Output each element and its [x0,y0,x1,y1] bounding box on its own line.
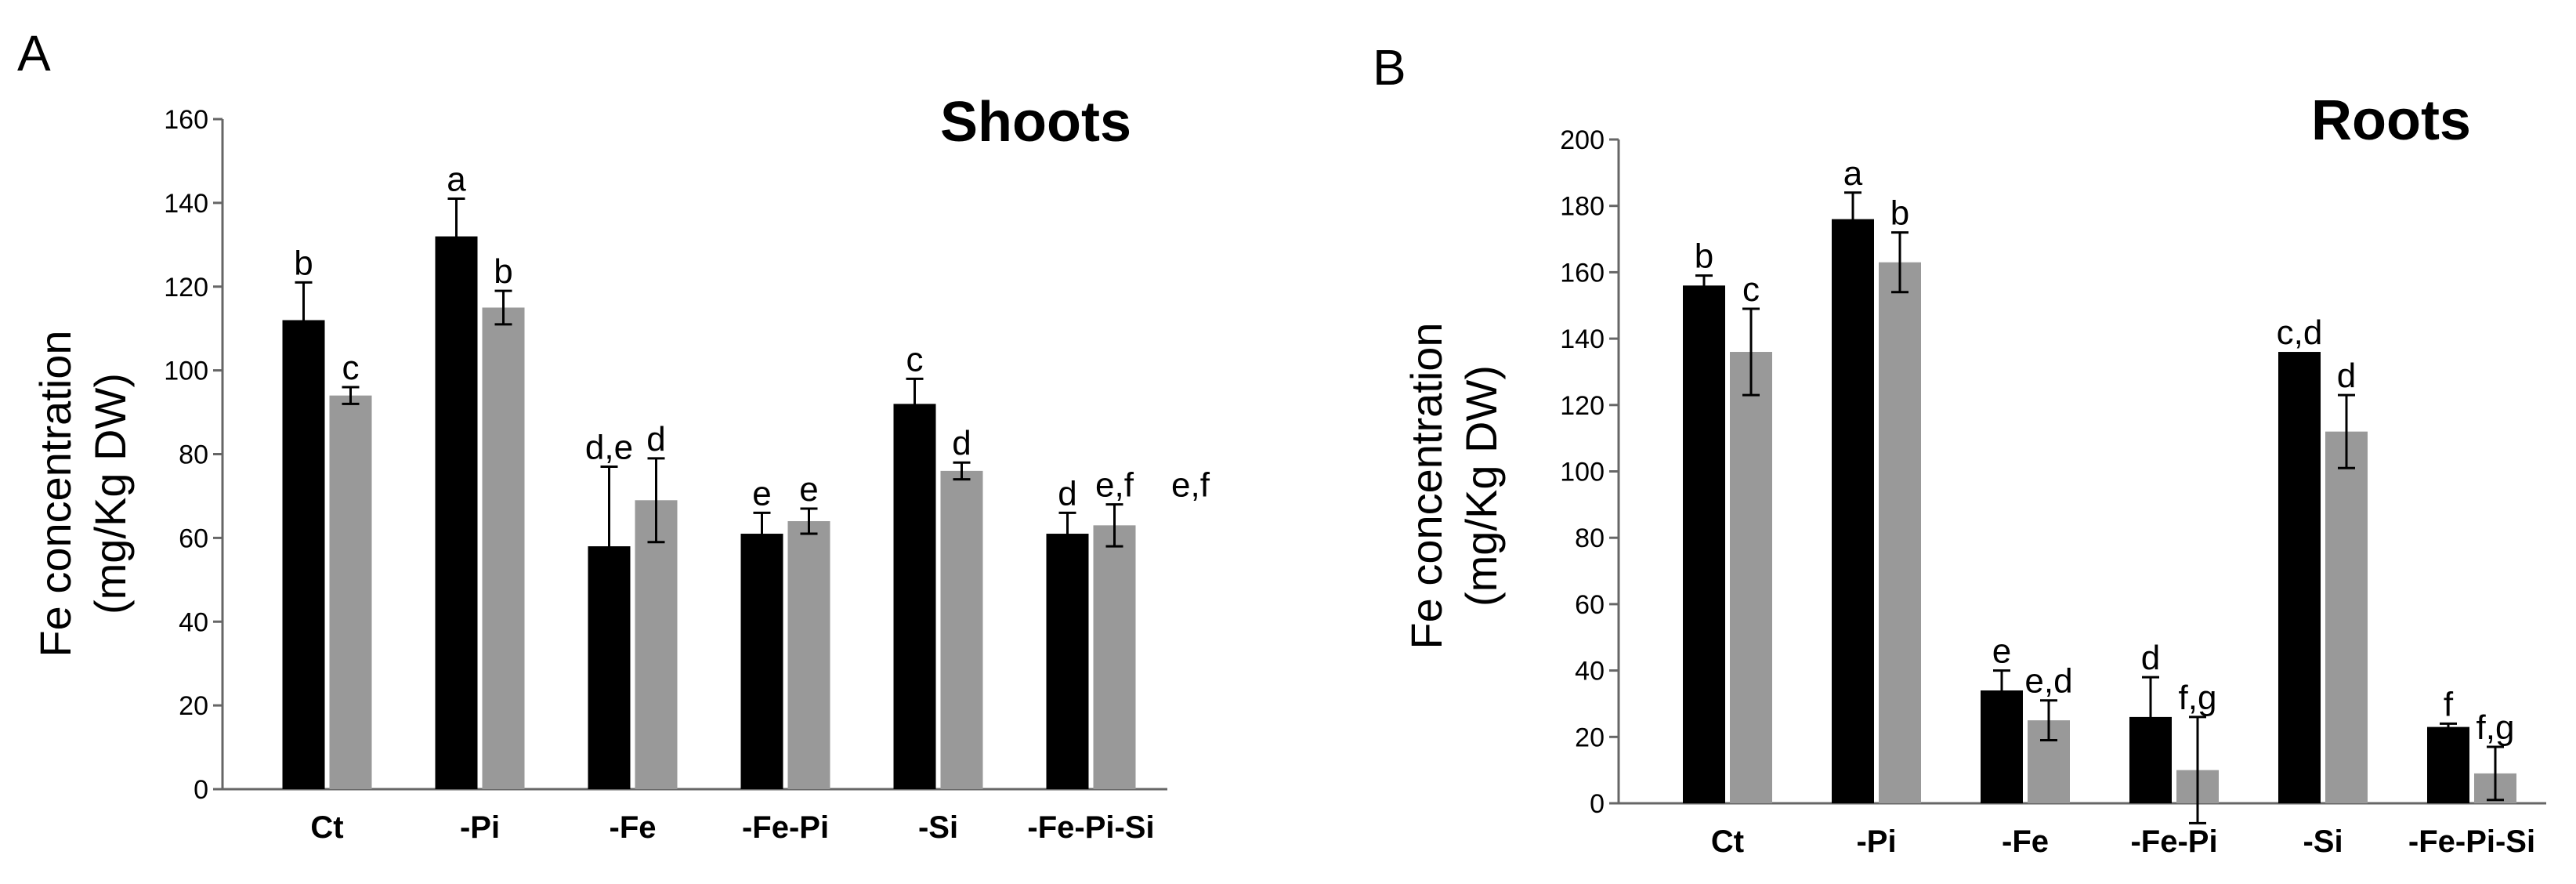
significance-label: c [906,340,924,379]
bar [435,236,478,789]
significance-label: b [1695,237,1713,276]
significance-label: c [1742,270,1760,309]
x-tick-label: -Fe-Pi-Si [2408,824,2535,859]
x-tick-label: -Pi [1856,824,1896,859]
bar [1046,534,1089,789]
bar [1832,219,1874,803]
bar [1730,352,1772,803]
x-tick-label: -Pi [460,810,500,845]
x-tick-label: Ct [1711,824,1744,859]
y-axis-label-line-1: Fe concentration [31,330,80,657]
bar [2427,726,2469,803]
plot-area: 0 20 40 60 80 100 120 140 160 b c Ct a b -Pi d,e d -Fe e e -… [164,105,1210,845]
significance-label: e,f [1095,466,1134,505]
significance-label: f,g [2477,708,2515,747]
significance-label: a [447,161,466,199]
bar [329,395,372,789]
bar [1879,262,1921,803]
y-tick-label: 40 [1575,657,1605,687]
significance-label: e [1992,632,2011,671]
x-tick-label: -Fe [610,810,657,845]
y-tick-label: 140 [1560,324,1605,354]
y-tick-label: 80 [1575,524,1605,553]
bar [482,307,525,789]
y-axis-label-line-2: (mg/Kg DW) [1456,365,1506,607]
y-tick-label: 60 [1575,590,1605,620]
chart-title: Roots [2311,89,2471,152]
y-tick-label: 160 [1560,258,1605,288]
bar [740,534,783,789]
significance-label: c [342,349,360,387]
panel-a: A Shoots Fe concentration (mg/Kg DW) 0 20… [17,25,1210,845]
bar [1093,525,1136,789]
chart-title: Shoots [940,91,1131,154]
panel-letter: B [1373,39,1406,96]
x-tick-label: -Fe-Pi-Si [1027,810,1154,845]
x-tick-label: -Fe-Pi [2130,824,2217,859]
x-tick-label: Ct [310,810,343,845]
bar [1683,285,1725,804]
significance-label: e [799,470,818,509]
significance-label: b [294,244,313,282]
y-tick-label: 0 [1590,789,1605,819]
y-tick-label: 0 [194,775,208,805]
bar [635,500,678,789]
bar [940,470,983,789]
significance-label: d [952,424,971,462]
y-tick-label: 180 [1560,192,1605,222]
significance-label: b [494,252,512,291]
y-tick-label: 100 [164,357,208,386]
y-tick-label: 20 [179,691,208,721]
significance-label: d [1058,474,1076,513]
significance-label: a [1843,154,1863,193]
significance-label: e,f [1171,466,1210,505]
bar [282,320,325,789]
significance-label: d [2141,639,2160,677]
y-axis-label-line-2: (mg/Kg DW) [85,373,135,614]
significance-label: e,d [2024,662,2072,701]
y-tick-label: 140 [164,189,208,219]
plot-area: 020406080100120140160180200bcCtab-Piee,d… [1560,125,2546,859]
bar [787,521,830,789]
y-tick-label: 20 [1575,723,1605,752]
significance-label: f [2444,685,2454,723]
bar [2278,352,2321,803]
significance-label: d [646,420,665,458]
significance-label: e [752,474,771,513]
y-tick-label: 120 [164,273,208,303]
panel-letter: A [17,25,51,82]
x-tick-label: -Si [2303,824,2343,859]
y-tick-label: 200 [1560,125,1605,155]
panel-b: B Roots Fe concentration (mg/Kg DW) 0 20 4… [1373,39,2546,859]
y-axis-label-line-1: Fe concentration [1402,322,1451,649]
y-tick-label: 120 [1560,391,1605,421]
y-tick-label: 100 [1560,458,1605,487]
y-tick-label: 60 [179,524,208,553]
y-tick-label: 160 [164,105,208,135]
significance-label: f,g [2179,679,2217,717]
x-tick-label: -Fe [2002,824,2049,859]
bar [893,404,936,789]
bar [2325,431,2368,803]
x-tick-label: -Fe-Pi [742,810,829,845]
significance-label: c,d [2277,313,2323,352]
significance-label: d,e [585,429,633,467]
y-tick-label: 40 [179,607,208,637]
significance-label: d [2337,357,2356,395]
x-tick-label: -Si [918,810,958,845]
y-tick-label: 80 [179,440,208,470]
significance-label: b [1890,194,1909,233]
